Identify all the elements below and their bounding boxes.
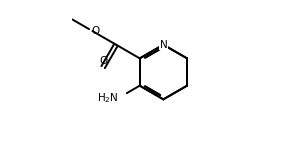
- Text: O: O: [99, 56, 107, 66]
- Text: H$_2$N: H$_2$N: [97, 91, 119, 105]
- Text: O: O: [92, 26, 100, 36]
- Text: N: N: [160, 40, 167, 50]
